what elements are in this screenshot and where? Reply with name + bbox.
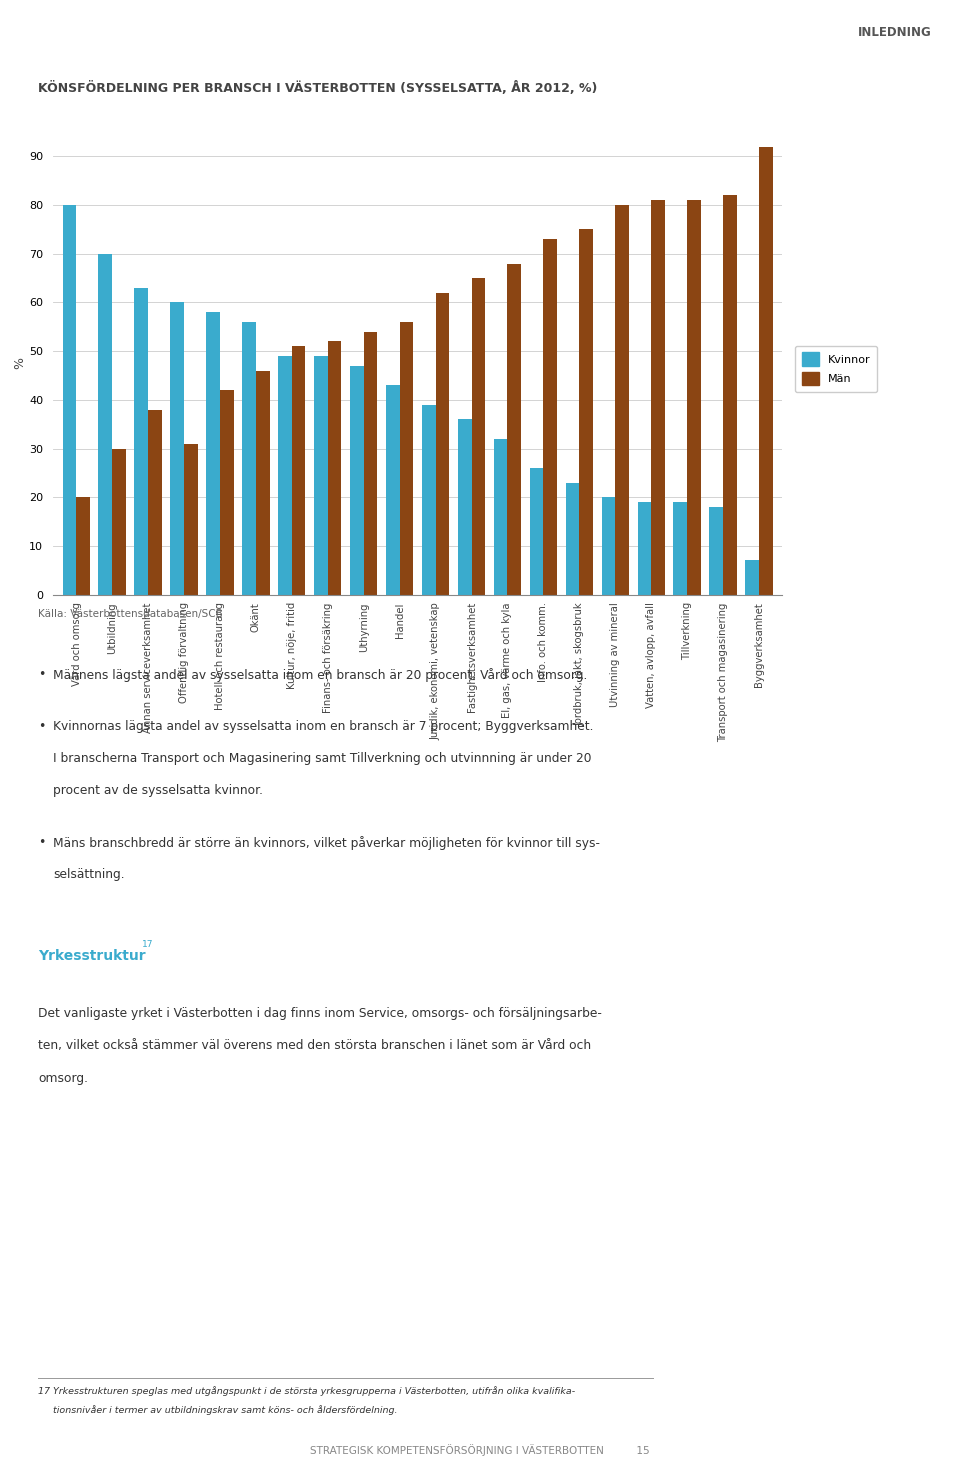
Bar <box>220 390 233 595</box>
Bar <box>242 321 256 595</box>
Text: Källa: Västerbottensdatabasen/SCB: Källa: Västerbottensdatabasen/SCB <box>38 609 223 619</box>
Bar <box>327 342 342 595</box>
Bar <box>530 468 543 595</box>
Bar <box>579 229 593 595</box>
Bar <box>421 405 436 595</box>
Bar <box>674 502 687 595</box>
Text: •: • <box>38 719 46 733</box>
Bar <box>602 498 615 595</box>
Bar <box>148 410 161 595</box>
Bar <box>493 439 508 595</box>
Text: Det vanligaste yrket i Västerbotten i dag finns inom Service, omsorgs- och försä: Det vanligaste yrket i Västerbotten i da… <box>38 1007 602 1020</box>
Legend: Kvinnor, Män: Kvinnor, Män <box>795 346 876 392</box>
Bar <box>206 313 220 595</box>
Bar <box>364 332 377 595</box>
Bar <box>292 346 305 595</box>
Bar <box>134 288 148 595</box>
Bar <box>112 449 126 595</box>
Bar <box>651 200 665 595</box>
Text: •: • <box>38 668 46 681</box>
Text: ten, vilket också stämmer väl överens med den största branschen i länet som är V: ten, vilket också stämmer väl överens me… <box>38 1039 591 1053</box>
Text: 17: 17 <box>142 940 154 950</box>
Bar <box>99 254 112 595</box>
Bar <box>508 264 521 595</box>
Bar <box>687 200 701 595</box>
Bar <box>278 357 292 595</box>
Text: •: • <box>38 835 46 849</box>
Y-axis label: %: % <box>13 357 26 370</box>
Bar <box>723 195 736 595</box>
Bar <box>170 302 184 595</box>
Bar <box>184 443 198 595</box>
Bar <box>314 357 327 595</box>
Bar <box>386 385 399 595</box>
Bar <box>256 370 270 595</box>
Text: selsättning.: selsättning. <box>53 868 125 881</box>
Bar <box>350 366 364 595</box>
Text: Yrkesstruktur: Yrkesstruktur <box>38 948 146 963</box>
Bar <box>471 277 485 595</box>
Bar <box>745 561 759 595</box>
Bar <box>565 483 579 595</box>
Text: procent av de sysselsatta kvinnor.: procent av de sysselsatta kvinnor. <box>53 784 263 797</box>
Bar <box>759 147 773 595</box>
Bar <box>76 498 90 595</box>
Text: STRATEGISK KOMPETENSFÖRSÖRJNING I VÄSTERBOTTEN          15: STRATEGISK KOMPETENSFÖRSÖRJNING I VÄSTER… <box>310 1445 650 1456</box>
Text: Kvinnornas lägsta andel av sysselsatta inom en bransch är 7 procent; Byggverksam: Kvinnornas lägsta andel av sysselsatta i… <box>53 719 593 733</box>
Text: tionsnivåer i termer av utbildningskrav samt köns- och åldersfördelning.: tionsnivåer i termer av utbildningskrav … <box>38 1405 397 1415</box>
Bar <box>436 292 449 595</box>
Text: Männens lägsta andel av sysselsatta inom en bransch är 20 procent; Vård och omso: Männens lägsta andel av sysselsatta inom… <box>53 668 588 683</box>
Text: KÖNSFÖRDELNING PER BRANSCH I VÄSTERBOTTEN (SYSSELSATTA, ÅR 2012, %): KÖNSFÖRDELNING PER BRANSCH I VÄSTERBOTTE… <box>38 81 598 95</box>
Bar <box>458 420 471 595</box>
Bar <box>615 206 629 595</box>
Bar <box>543 239 557 595</box>
Bar <box>709 506 723 595</box>
Text: INLEDNING: INLEDNING <box>857 26 931 40</box>
Text: I branscherna Transport och Magasinering samt Tillverkning och utvinnning är und: I branscherna Transport och Magasinering… <box>53 752 591 765</box>
Text: Mäns branschbredd är större än kvinnors, vilket påverkar möjligheten för kvinnor: Mäns branschbredd är större än kvinnors,… <box>53 835 600 850</box>
Bar <box>62 206 76 595</box>
Text: 17 Yrkesstrukturen speglas med utgångspunkt i de största yrkesgrupperna i Väster: 17 Yrkesstrukturen speglas med utgångspu… <box>38 1386 576 1396</box>
Bar <box>637 502 651 595</box>
Bar <box>399 321 414 595</box>
Text: omsorg.: omsorg. <box>38 1072 88 1085</box>
